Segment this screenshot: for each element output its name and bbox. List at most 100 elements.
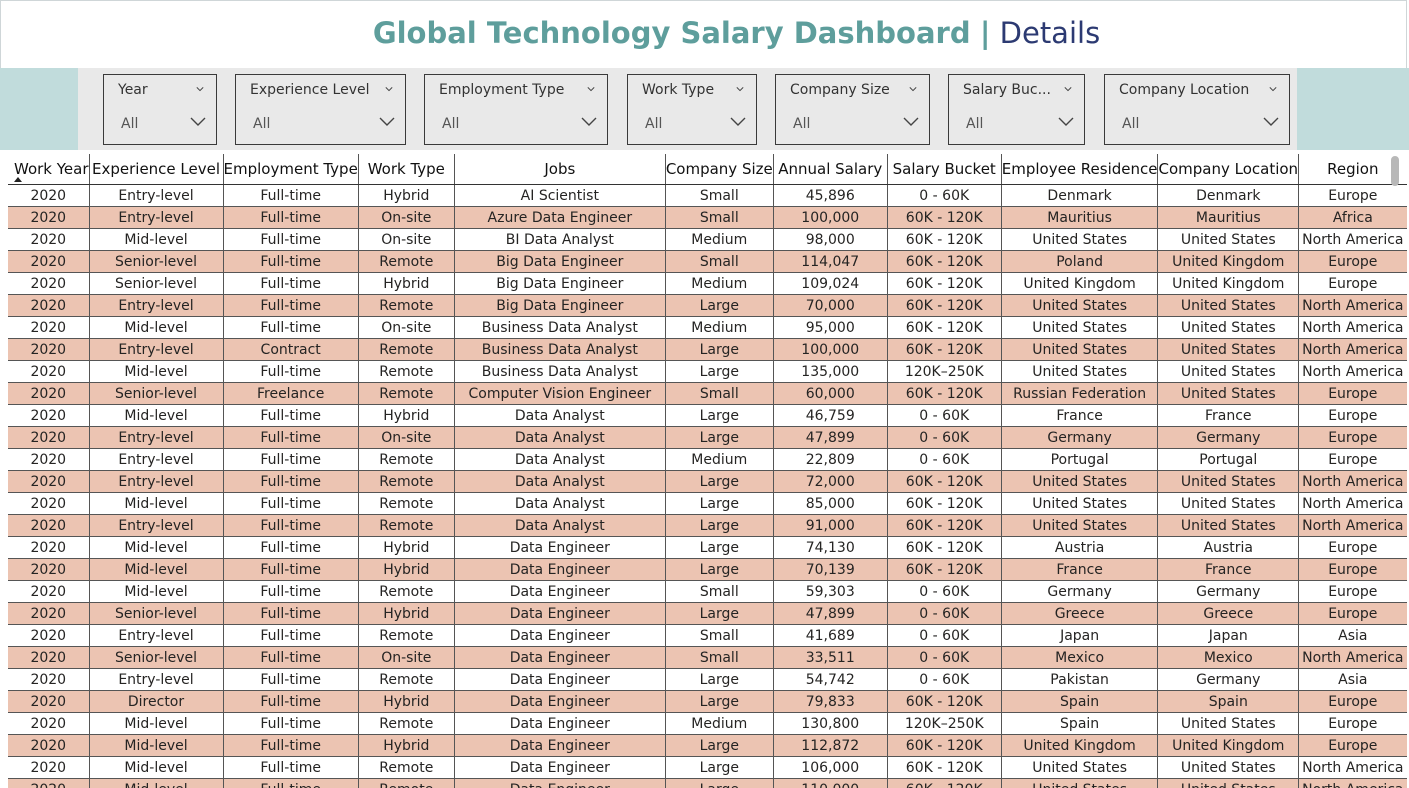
table-row[interactable]: 2020 Mid-level Full-time On-site BI Data Ana…: [8, 228, 1407, 251]
vertical-scrollbar[interactable]: [1391, 156, 1399, 186]
table-cell: Hybrid: [358, 558, 455, 581]
table-row[interactable]: 2020 Entry-level Full-time Remote Big Data E…: [8, 294, 1407, 317]
table-row[interactable]: 2020 Mid-level Full-time Hybrid Data Analyst…: [8, 404, 1407, 427]
table-cell: Senior-level: [89, 272, 224, 295]
table-row[interactable]: 2020 Senior-level Full-time Hybrid Big Data …: [8, 272, 1407, 295]
dropdown-chevron-icon[interactable]: [379, 117, 395, 127]
table-row[interactable]: 2020 Mid-level Full-time Remote Business Dat…: [8, 360, 1407, 383]
col-header-label: Work Year: [14, 160, 89, 178]
table-cell: United States: [1001, 470, 1159, 493]
table-cell: 2020: [8, 536, 90, 559]
table-cell: Full-time: [223, 404, 359, 427]
chevron-down-icon[interactable]: [1269, 85, 1277, 93]
dropdown-chevron-icon[interactable]: [1058, 117, 1074, 127]
table-cell: 74,130: [773, 536, 888, 559]
col-header-employment-type[interactable]: Employment Type: [223, 154, 359, 185]
col-header-jobs[interactable]: Jobs: [454, 154, 666, 185]
table-cell: United States: [1001, 316, 1159, 339]
col-header-work-type[interactable]: Work Type: [358, 154, 455, 185]
table-cell: On-site: [358, 316, 455, 339]
slicer-year[interactable]: Year All: [103, 74, 217, 145]
col-header-employee-residence[interactable]: Employee Residence: [1001, 154, 1159, 185]
table-row[interactable]: 2020 Senior-level Freelance Remote Computer …: [8, 382, 1407, 405]
table-cell: Europe: [1298, 690, 1407, 713]
slicer-experience-level[interactable]: Experience Level All: [235, 74, 406, 145]
table-cell: Germany: [1001, 426, 1159, 449]
chevron-down-icon[interactable]: [196, 85, 204, 93]
salary-details-table[interactable]: Work Year Experience Level Employment Ty…: [0, 150, 1409, 788]
dropdown-chevron-icon[interactable]: [190, 117, 206, 127]
slicer-employment-type[interactable]: Employment Type All: [424, 74, 608, 145]
table-row[interactable]: 2020 Entry-level Full-time On-site Azure Dat…: [8, 206, 1407, 229]
col-header-work-year[interactable]: Work Year: [8, 154, 90, 185]
dropdown-chevron-icon[interactable]: [730, 117, 746, 127]
col-header-company-location[interactable]: Company Location: [1157, 154, 1300, 185]
table-row[interactable]: 2020 Mid-level Full-time Remote Data Analyst…: [8, 492, 1407, 515]
table-row[interactable]: 2020 Entry-level Full-time Remote Data Analy…: [8, 470, 1407, 493]
col-header-salary-bucket[interactable]: Salary Bucket: [887, 154, 1002, 185]
table-row[interactable]: 2020 Mid-level Full-time Hybrid Data Enginee…: [8, 734, 1407, 757]
table-cell: France: [1001, 404, 1159, 427]
table-cell: Big Data Engineer: [454, 294, 666, 317]
table-cell: Full-time: [223, 734, 359, 757]
table-row[interactable]: 2020 Entry-level Full-time Hybrid AI Scienti…: [8, 184, 1407, 207]
table-cell: 79,833: [773, 690, 888, 713]
slicer-company-size[interactable]: Company Size All: [775, 74, 930, 145]
table-cell: Germany: [1001, 580, 1159, 603]
dropdown-chevron-icon[interactable]: [581, 117, 597, 127]
table-row[interactable]: 2020 Entry-level Full-time Remote Data Engin…: [8, 668, 1407, 691]
table-cell: Small: [665, 206, 774, 229]
table-cell: Remote: [358, 360, 455, 383]
table-cell: 60,000: [773, 382, 888, 405]
slicer-work-type[interactable]: Work Type All: [627, 74, 757, 145]
table-cell: 120K–250K: [887, 712, 1002, 735]
col-header-annual-salary[interactable]: Annual Salary: [773, 154, 888, 185]
table-row[interactable]: 2020 Senior-level Full-time Hybrid Data Engi…: [8, 602, 1407, 625]
table-row[interactable]: 2020 Entry-level Contract Remote Business Da…: [8, 338, 1407, 361]
table-cell: Data Engineer: [454, 558, 666, 581]
col-header-company-size[interactable]: Company Size: [665, 154, 774, 185]
table-cell: Europe: [1298, 184, 1407, 207]
slicer-company-location[interactable]: Company Location All: [1104, 74, 1290, 145]
table-cell: Remote: [358, 778, 455, 788]
table-row[interactable]: 2020 Director Full-time Hybrid Data Engineer…: [8, 690, 1407, 713]
table-cell: Large: [665, 470, 774, 493]
table-cell: Medium: [665, 448, 774, 471]
chevron-down-icon[interactable]: [587, 85, 595, 93]
table-row[interactable]: 2020 Mid-level Full-time On-site Business Da…: [8, 316, 1407, 339]
table-row[interactable]: 2020 Senior-level Full-time Remote Big Data …: [8, 250, 1407, 273]
table-cell: Mid-level: [89, 404, 224, 427]
table-row[interactable]: 2020 Mid-level Full-time Hybrid Data Enginee…: [8, 536, 1407, 559]
table-cell: 2020: [8, 404, 90, 427]
chevron-down-icon[interactable]: [909, 85, 917, 93]
table-cell: Large: [665, 756, 774, 779]
table-cell: 2020: [8, 514, 90, 537]
chevron-down-icon[interactable]: [385, 85, 393, 93]
table-row[interactable]: 2020 Entry-level Full-time Remote Data Engin…: [8, 624, 1407, 647]
table-row[interactable]: 2020 Senior-level Full-time On-site Data Eng…: [8, 646, 1407, 669]
table-row[interactable]: 2020 Mid-level Full-time Hybrid Data Enginee…: [8, 558, 1407, 581]
table-cell: 2020: [8, 316, 90, 339]
slicer-salary-bucket[interactable]: Salary Buc... All: [948, 74, 1085, 145]
table-cell: On-site: [358, 426, 455, 449]
table-row[interactable]: 2020 Entry-level Full-time On-site Data Anal…: [8, 426, 1407, 449]
table-cell: United States: [1001, 228, 1159, 251]
col-header-region[interactable]: Region: [1298, 154, 1407, 185]
chevron-down-icon[interactable]: [736, 85, 744, 93]
table-row[interactable]: 2020 Entry-level Full-time Remote Data Analy…: [8, 514, 1407, 537]
table-cell: United Kingdom: [1157, 250, 1300, 273]
table-row[interactable]: 2020 Entry-level Full-time Remote Data Analy…: [8, 448, 1407, 471]
dropdown-chevron-icon[interactable]: [903, 117, 919, 127]
table-cell: United Kingdom: [1157, 734, 1300, 757]
table-cell: United States: [1001, 492, 1159, 515]
title-main: Global Technology Salary Dashboard: [372, 16, 971, 50]
chevron-down-icon[interactable]: [1064, 85, 1072, 93]
col-header-experience-level[interactable]: Experience Level: [89, 154, 224, 185]
dropdown-chevron-icon[interactable]: [1263, 117, 1279, 127]
table-cell: Denmark: [1001, 184, 1159, 207]
table-cell: Austria: [1157, 536, 1300, 559]
